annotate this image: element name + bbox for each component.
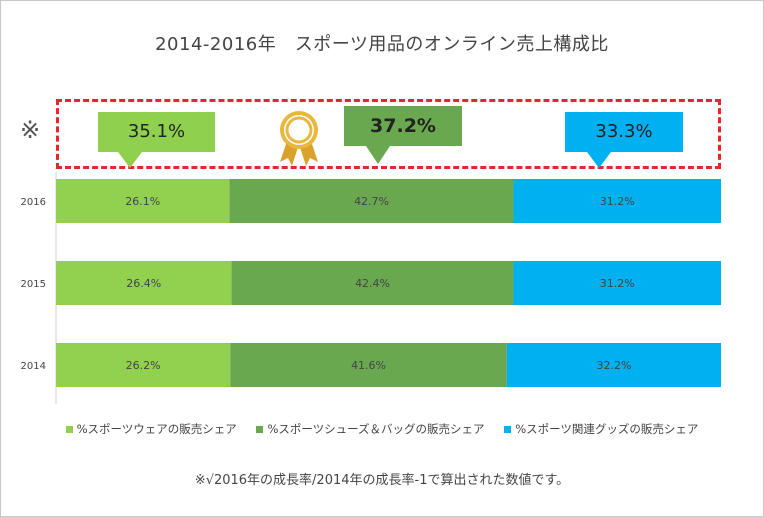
note-mark: ※ [20,116,41,144]
legend-item-goods: %スポーツ関連グッズの販売シェア [504,421,698,437]
bar-2016-series-0 [56,179,230,223]
legend-label-shoes: %スポーツシューズ＆バッグの販売シェア [267,422,485,436]
bar-label-2014-series-0: 26.2% [126,359,161,372]
callout-wear-growth: 35.1% [98,112,215,168]
footnote: ※√2016年の成長率/2014年の成長率-1で算出された数値です。 [194,473,570,488]
callout-shoes-tail [366,146,390,164]
bar-label-2016-series-0: 26.1% [125,195,160,208]
bar-label-2015-series-0: 26.4% [126,277,161,290]
legend: %スポーツウェアの販売シェア %スポーツシューズ＆バッグの販売シェア %スポーツ… [0,421,764,437]
legend-swatch-shoes [256,426,264,433]
callout-goods-growth: 33.3% [565,112,683,168]
callout-wear-label: 35.1% [127,121,186,142]
bar-label-2016-series-2: 31.2% [600,195,635,208]
legend-label-goods: %スポーツ関連グッズの販売シェア [515,422,699,436]
category-label-2014: 2014 [21,361,46,372]
bar-2015-series-2 [513,261,721,305]
bar-2015-series-1 [231,261,514,305]
bar-2016-series-2 [513,179,721,223]
legend-item-shoes: %スポーツシューズ＆バッグの販売シェア [256,421,485,437]
callout-goods-label: 33.3% [595,121,653,142]
bar-2014-series-0 [56,343,231,387]
bar-label-2015-series-1: 42.4% [355,277,390,290]
bar-2015-series-0 [56,261,232,305]
callout-shoes-growth: 37.2% [344,106,462,164]
bar-2014-series-1 [230,343,507,387]
legend-swatch-goods [504,426,512,433]
bar-label-2016-series-1: 42.7% [354,195,389,208]
chart-title: 2014-2016年 スポーツ用品のオンライン売上構成比 [155,34,609,55]
bar-2016-series-1 [229,179,514,223]
category-label-2015: 2015 [21,279,46,290]
category-label-2016: 2016 [21,197,46,208]
bar-label-2015-series-2: 31.2% [600,277,635,290]
bar-label-2014-series-1: 41.6% [351,359,386,372]
award-ribbon-icon [280,111,318,166]
legend-item-wear: %スポーツウェアの販売シェア [65,421,237,437]
callout-wear-tail [118,152,142,168]
highlight-dashed-box [56,99,721,169]
bar-2014-series-2 [506,343,721,387]
bar-label-2014-series-2: 32.2% [596,359,631,372]
callout-shoes-label: 37.2% [370,115,436,137]
legend-swatch-wear [65,426,73,433]
callout-goods-tail [587,152,611,168]
legend-label-wear: %スポーツウェアの販売シェア [76,422,237,436]
